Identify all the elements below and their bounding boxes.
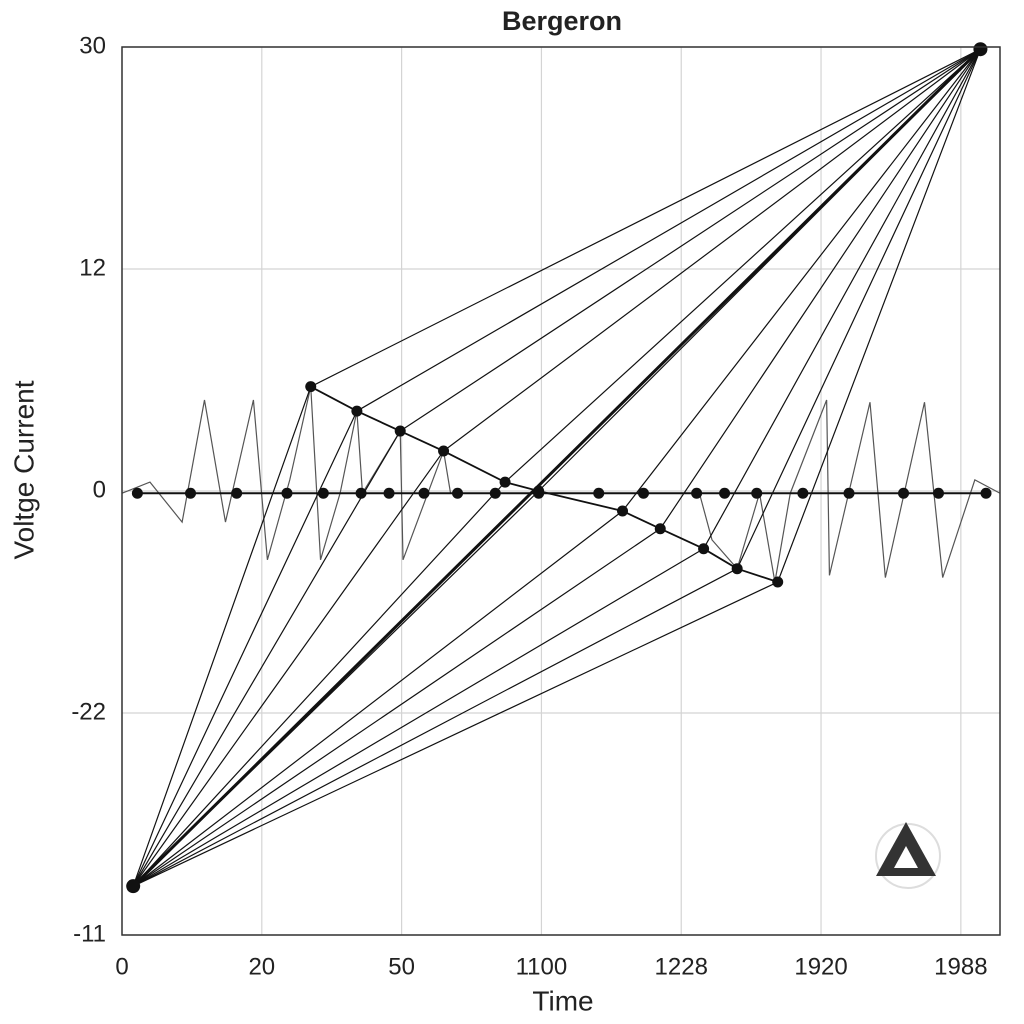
diagonal-dot	[731, 563, 743, 575]
baseline-dot	[452, 487, 464, 499]
diagonal-dot	[351, 405, 363, 417]
ray	[622, 48, 981, 512]
x-tick-label: 0	[115, 953, 128, 980]
y-tick-label: 30	[79, 32, 106, 59]
diagonal-dot	[772, 576, 784, 588]
diagonal-dot	[698, 543, 710, 555]
baseline-dot	[751, 487, 763, 499]
diagonal-dot	[499, 476, 511, 488]
baseline-dot	[281, 487, 293, 499]
x-tick-label: 1228	[655, 953, 708, 980]
ray	[132, 430, 401, 887]
baseline-dot	[637, 487, 649, 499]
baseline-dot	[843, 487, 855, 499]
ray	[736, 48, 981, 569]
wave-line	[698, 399, 1001, 583]
logo-ring	[875, 823, 941, 889]
ray	[356, 48, 981, 412]
y-tick-label: -22	[71, 698, 106, 725]
ray	[132, 528, 661, 887]
ray	[659, 48, 981, 530]
ray	[132, 410, 358, 887]
x-axis-label: Time	[532, 985, 593, 1016]
baseline-dot	[593, 487, 605, 499]
x-tick-label: 1100	[516, 953, 568, 980]
baseline-dot	[898, 487, 910, 499]
y-axis-label: Voltge Current	[8, 380, 39, 559]
baseline-dot	[131, 487, 143, 499]
diagonal-dot	[654, 523, 666, 535]
baseline-dot	[355, 487, 367, 499]
x-tick-label: 1920	[794, 953, 847, 980]
main-diagonal	[132, 48, 982, 888]
ray	[132, 481, 506, 887]
baseline-dot	[383, 487, 395, 499]
baseline-dot	[533, 487, 545, 499]
diagonal-line	[310, 385, 778, 583]
chart-title: Bergeron	[502, 6, 622, 36]
baseline-dot	[691, 487, 703, 499]
ray	[504, 48, 981, 483]
grid	[121, 46, 1000, 936]
ray	[777, 49, 981, 583]
x-tick-label: 20	[248, 953, 275, 980]
y-tick-label: -11	[73, 920, 106, 947]
diagonal-dot	[394, 425, 406, 437]
logo	[875, 822, 941, 889]
y-tick-label: 12	[79, 254, 106, 281]
baseline-dot	[231, 487, 243, 499]
diagonal-dot	[305, 381, 317, 393]
plot-frame	[121, 46, 1001, 936]
baseline-dot	[317, 487, 329, 499]
ray	[310, 48, 981, 388]
hubs-dot	[126, 879, 141, 894]
ray	[132, 568, 738, 887]
y-tick-label: 0	[93, 476, 106, 503]
baseline-dot	[185, 487, 197, 499]
diagonal-dot	[617, 505, 629, 517]
baseline-dot	[932, 487, 944, 499]
baseline-dot	[418, 487, 430, 499]
hubs-dot	[973, 42, 988, 57]
baseline-dot	[489, 487, 501, 499]
logo-cutout	[894, 846, 918, 868]
x-tick-label: 1988	[934, 953, 987, 980]
ray	[703, 48, 981, 550]
diagonal-dot	[438, 445, 450, 457]
plot	[121, 42, 1001, 894]
ray	[399, 48, 981, 432]
ray	[132, 510, 623, 887]
ray	[132, 450, 445, 887]
baseline-dot	[980, 487, 992, 499]
ray	[132, 548, 704, 887]
ray	[132, 386, 312, 887]
ray	[443, 48, 981, 452]
baseline-dot	[719, 487, 731, 499]
baseline-dot	[797, 487, 809, 499]
x-tick-label: 50	[388, 953, 415, 980]
ray	[132, 581, 778, 887]
